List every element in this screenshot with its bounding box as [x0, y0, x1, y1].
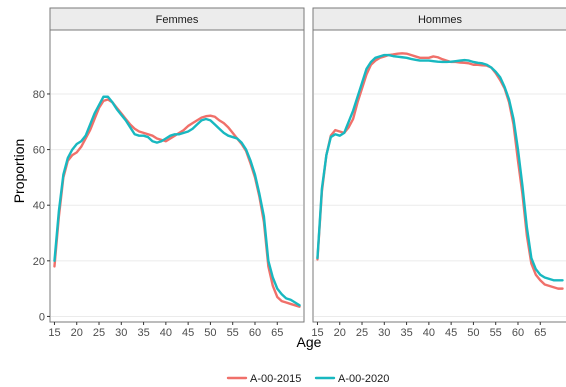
x-tick-label: 25: [93, 327, 105, 339]
x-tick-label: 65: [271, 327, 283, 339]
x-tick-label: 35: [137, 327, 149, 339]
panel-femmes: Femmes 15 20 25 30 35 40 45 50 55 60 65 0 20 40 60 80: [33, 7, 305, 339]
x-tick-label: 20: [334, 327, 346, 339]
y-tick-label: 60: [33, 145, 45, 157]
x-tick-label: 20: [71, 327, 83, 339]
x-tick-label: 50: [467, 327, 479, 339]
y-axis-title: Proportion: [11, 139, 27, 204]
x-tick-label: 40: [423, 327, 435, 339]
x-tick-label: 30: [115, 327, 127, 339]
panels-layer: Femmes 15 20 25 30 35 40 45 50 55 60 65 0 20 40 60 80 Hom…: [33, 7, 566, 339]
legend-label: A-00-2020: [338, 373, 389, 385]
x-tick-label: 60: [249, 327, 261, 339]
facet-strip-label: Hommes: [418, 14, 463, 26]
x-tick-label: 15: [48, 327, 60, 339]
x-tick-label: 65: [534, 327, 546, 339]
x-tick-label: 55: [490, 327, 502, 339]
legend: A-00-2015 A-00-2020: [226, 373, 389, 385]
x-tick-label: 55: [227, 327, 239, 339]
x-axis-title: Age: [297, 334, 322, 350]
x-tick-label: 15: [311, 327, 323, 339]
x-tick-label: 50: [204, 327, 216, 339]
legend-item-a-00-2015: A-00-2015: [226, 373, 301, 385]
panel-background: [312, 29, 566, 323]
series-line-a-00-2020: [53, 95, 301, 307]
panel-background: [49, 29, 305, 323]
x-tick-label: 45: [445, 327, 457, 339]
legend-label: A-00-2015: [250, 373, 301, 385]
y-tick-label: 80: [33, 89, 45, 101]
x-tick-label: 25: [356, 327, 368, 339]
facet-strip-label: Femmes: [156, 14, 199, 26]
x-tick-label: 60: [512, 327, 524, 339]
x-tick-label: 35: [400, 327, 412, 339]
x-tick-label: 30: [378, 327, 390, 339]
series-line-a-00-2020: [316, 53, 564, 282]
y-tick-label: 0: [39, 311, 45, 323]
legend-item-a-00-2020: A-00-2020: [314, 373, 389, 385]
panel-hommes: Hommes 15 20 25 30 35 40 45 50 55 60 65: [311, 7, 566, 339]
y-tick-label: 40: [33, 200, 45, 212]
x-tick-label: 45: [182, 327, 194, 339]
y-tick-label: 20: [33, 256, 45, 268]
x-tick-label: 40: [160, 327, 172, 339]
